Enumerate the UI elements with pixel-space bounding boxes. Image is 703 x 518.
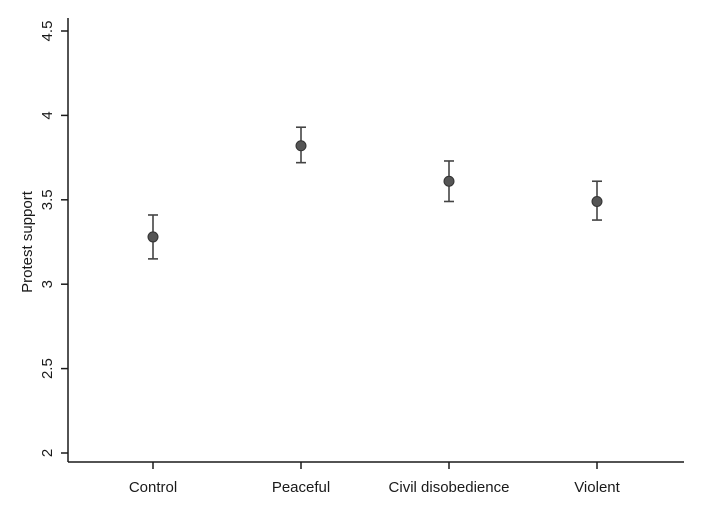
y-tick-label: 3 [39,280,56,288]
data-point [295,140,307,152]
x-tick-label: Violent [574,479,620,496]
data-point [443,175,455,187]
y-tick-label: 3.5 [39,189,56,210]
y-tick-label: 4.5 [39,21,56,42]
y-tick-label: 2 [39,449,56,457]
data-points [147,140,603,243]
x-tick-label: Civil disobedience [389,479,510,496]
x-axis: Control Peaceful Civil disobedience Violent [129,462,621,496]
data-point [147,231,159,243]
y-tick-label: 2.5 [39,358,56,379]
y-tick-label: 4 [39,111,56,119]
data-point [591,195,603,207]
y-axis-title: Protest support [19,190,36,293]
plot-frame [67,18,684,463]
y-axis: 2 2.5 3 3.5 4 4.5 [39,21,68,457]
x-tick-label: Control [129,479,177,496]
x-tick-label: Peaceful [272,479,330,496]
